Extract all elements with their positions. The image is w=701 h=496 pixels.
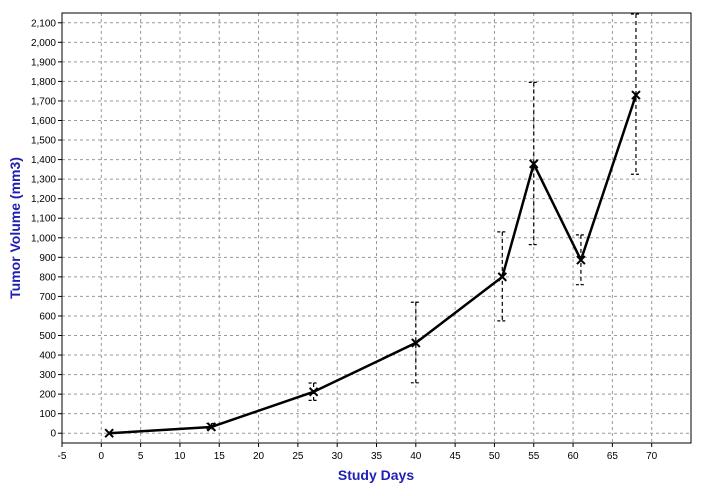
data-point [631,90,641,100]
x-tick-label: 0 [99,451,105,462]
x-tick-label: 10 [174,451,186,462]
y-tick-label: 1,100 [31,214,56,225]
y-tick-label: 700 [39,292,56,303]
y-tick-label: 200 [39,390,56,401]
y-tick-label: 1,800 [31,77,56,88]
x-tick-label: 25 [292,451,304,462]
data-point [308,387,319,397]
y-tick-label: 100 [39,409,56,420]
y-tick-label: 1,300 [31,175,56,186]
y-tick-label: 600 [39,311,56,322]
y-tick-label: 0 [50,429,56,440]
x-tick-label: 20 [253,451,265,462]
grid-lines [61,13,691,443]
y-tick-label: 1,900 [31,57,56,68]
x-tick-label: 15 [214,451,226,462]
y-tick-label: 1,600 [31,116,56,127]
x-tick-label: 70 [646,451,658,462]
y-axis-title: Tumor Volume (mm3) [7,157,23,299]
x-tick-label: 65 [607,451,619,462]
y-tick-label: 900 [39,253,56,264]
x-tick-label: -5 [58,451,67,462]
y-tick-label: 1,700 [31,96,56,107]
data-point [529,159,539,169]
data-point [206,422,217,432]
data-point [497,272,508,282]
x-tick-label: 5 [138,451,144,462]
x-tick-label: 45 [450,451,462,462]
y-tick-label: 2,000 [31,38,56,49]
axes [58,12,692,447]
y-tick-label: 800 [39,272,56,283]
series-line [109,94,638,435]
data-point [104,428,114,438]
x-tick-label: 55 [528,451,540,462]
y-tick-label: 1,400 [31,155,56,166]
x-axis-title: Study Days [338,467,414,483]
y-tick-label: 2,100 [31,18,56,29]
y-tick-label: 1,500 [31,136,56,147]
x-tick-label: 30 [332,451,344,462]
x-tick-label: 50 [489,451,501,462]
x-tick-label: 35 [371,451,383,462]
y-tick-label: 300 [39,370,56,381]
data-point [576,255,586,265]
y-tick-label: 500 [39,331,56,342]
y-tick-label: 400 [39,351,56,362]
plot-area [62,13,691,443]
y-tick-label: 1,200 [31,194,56,205]
x-tick-label: 40 [410,451,422,462]
tick-labels: 01002003004005006007008009001,0001,1001,… [31,18,658,462]
data-point [411,338,421,348]
data-series [104,90,641,438]
x-tick-label: 60 [568,451,580,462]
y-tick-label: 1,000 [31,233,56,244]
plot-border [61,12,692,444]
